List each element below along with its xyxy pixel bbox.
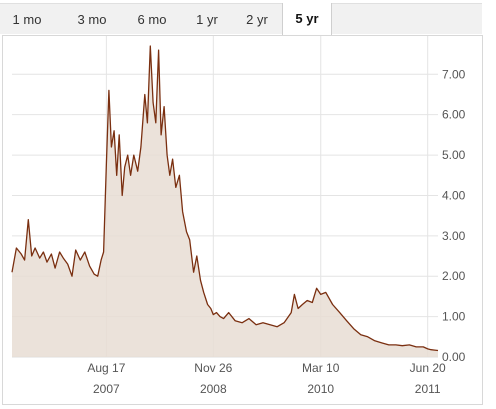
tab-5-years[interactable]: 5 yr [282,3,332,36]
x-tick-year: 2008 [200,382,227,396]
x-tick-label: Jun 20 [410,361,446,375]
y-tick-label: 7.00 [442,67,466,81]
y-tick-label: 0.00 [442,350,466,364]
tab-1-month[interactable]: 1 mo [12,12,42,27]
x-tick-label: Mar 10 [302,361,340,375]
tab-1-year[interactable]: 1 yr [196,12,218,27]
y-tick-label: 1.00 [442,310,466,324]
range-tabs: 1 mo 3 mo 6 mo 1 yr 2 yr 5 yr [0,3,482,36]
x-tick-year: 2011 [415,382,441,396]
x-tick-year: 2007 [93,382,120,396]
y-tick-label: 3.00 [442,229,466,243]
x-tick-label: Nov 26 [194,361,232,375]
y-tick-label: 4.00 [442,188,466,202]
y-tick-label: 6.00 [442,108,466,122]
series-line [11,45,439,352]
x-tick-label: Aug 17 [87,361,125,375]
y-tick-label: 5.00 [442,148,466,162]
tab-6-months[interactable]: 6 mo [137,12,167,27]
series-area [12,46,438,357]
tab-3-months[interactable]: 3 mo [77,12,107,27]
tab-2-years[interactable]: 2 yr [246,12,268,27]
y-tick-label: 2.00 [442,269,466,283]
x-tick-year: 2010 [307,382,334,396]
